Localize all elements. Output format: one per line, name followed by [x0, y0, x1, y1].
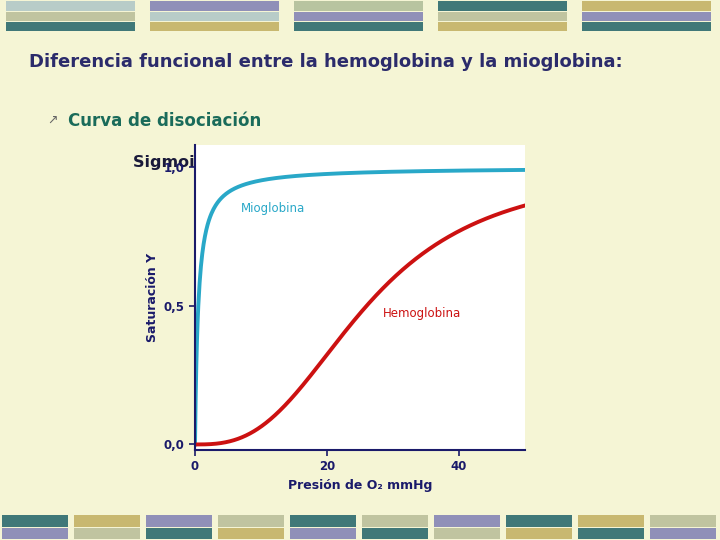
Bar: [582, 1, 711, 11]
Bar: [506, 515, 572, 526]
Text: Hemoglobina: Hemoglobina: [383, 307, 462, 320]
Bar: [582, 22, 711, 31]
Bar: [362, 528, 428, 539]
Bar: [150, 22, 279, 31]
Bar: [438, 22, 567, 31]
X-axis label: Presión de O₂ mmHg: Presión de O₂ mmHg: [288, 479, 432, 492]
Text: Curva de disociación: Curva de disociación: [68, 112, 261, 131]
Bar: [438, 1, 567, 11]
Bar: [218, 528, 284, 539]
Bar: [294, 1, 423, 11]
Bar: [438, 12, 567, 21]
Bar: [506, 528, 572, 539]
Bar: [2, 515, 68, 526]
Bar: [74, 528, 140, 539]
Bar: [6, 1, 135, 11]
Text: Diferencia funcional entre la hemoglobina y la mioglobina:: Diferencia funcional entre la hemoglobin…: [29, 53, 622, 71]
Bar: [582, 12, 711, 21]
Text: Sigmoidal (Hb) vrs hipérbole (Mb): Sigmoidal (Hb) vrs hipérbole (Mb): [133, 154, 441, 171]
Y-axis label: Saturación Y: Saturación Y: [146, 253, 159, 342]
Bar: [290, 528, 356, 539]
Bar: [434, 528, 500, 539]
Text: Mioglobina: Mioglobina: [241, 201, 305, 214]
Bar: [294, 22, 423, 31]
Text: ↗: ↗: [47, 113, 58, 126]
Bar: [146, 515, 212, 526]
Bar: [218, 515, 284, 526]
Bar: [6, 22, 135, 31]
Bar: [146, 528, 212, 539]
Bar: [6, 12, 135, 21]
Bar: [74, 515, 140, 526]
Bar: [294, 12, 423, 21]
Bar: [578, 515, 644, 526]
Bar: [650, 528, 716, 539]
Bar: [150, 1, 279, 11]
Bar: [578, 528, 644, 539]
Bar: [2, 528, 68, 539]
Bar: [434, 515, 500, 526]
Bar: [650, 515, 716, 526]
Bar: [150, 12, 279, 21]
Bar: [290, 515, 356, 526]
Bar: [362, 515, 428, 526]
